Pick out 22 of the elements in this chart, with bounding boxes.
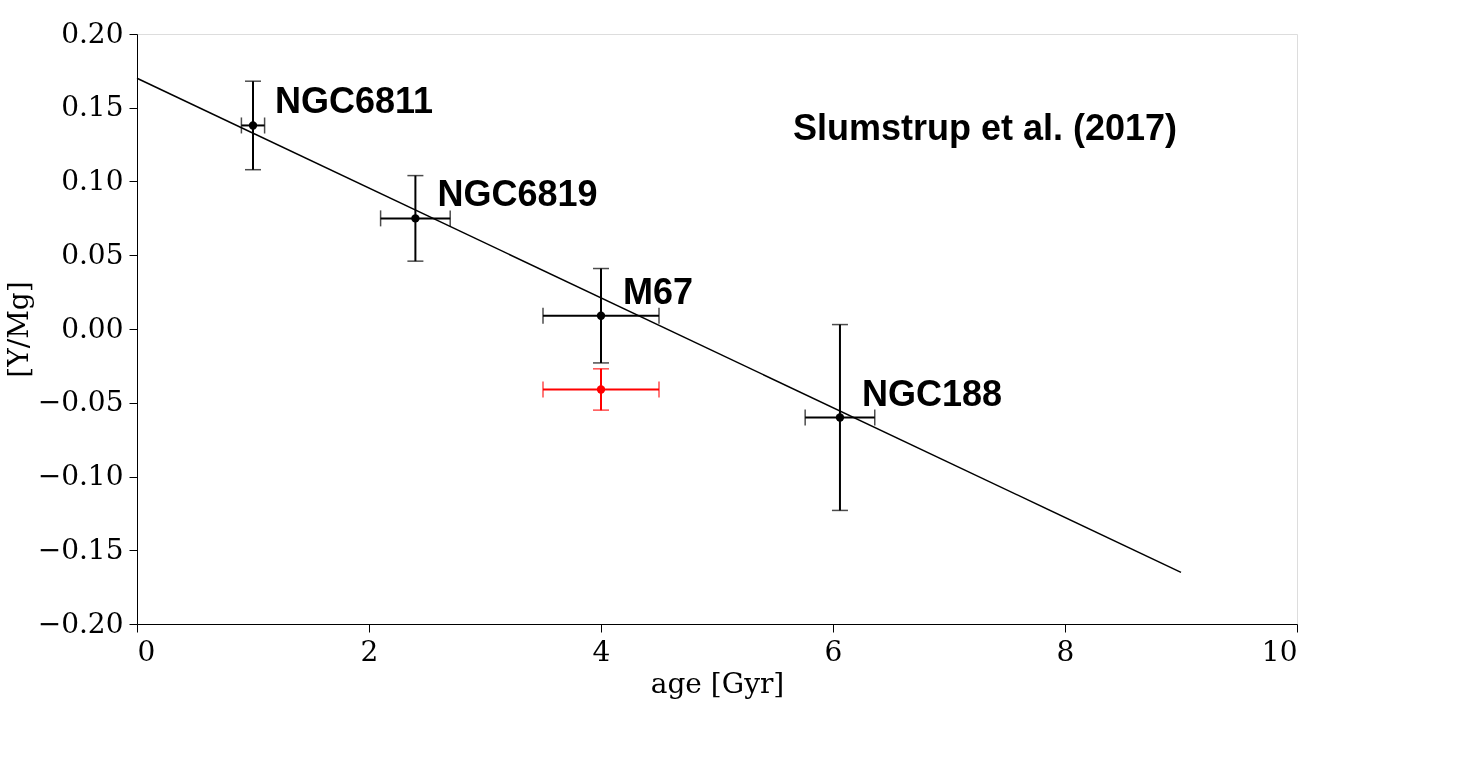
y-tick-label: 0.00 xyxy=(61,311,124,345)
x-tick-label: 0 xyxy=(137,634,156,668)
y-tick-label: 0.20 xyxy=(61,16,124,50)
annotation: NGC6819 xyxy=(437,173,598,215)
x-axis-title: age [Gyr] xyxy=(650,666,785,700)
x-tick-label: 10 xyxy=(1261,634,1298,668)
x-tick-label: 6 xyxy=(824,634,843,668)
y-tick-label: −0.20 xyxy=(37,606,124,640)
y-tick-label: 0.05 xyxy=(61,237,124,271)
annotation: M67 xyxy=(623,270,694,312)
y-tick-label: −0.10 xyxy=(37,459,124,492)
y-tick-label: −0.15 xyxy=(37,532,124,566)
x-tick-label: 8 xyxy=(1056,634,1075,668)
y-tick-label: −0.05 xyxy=(37,385,124,419)
x-tick-label: 4 xyxy=(592,634,611,668)
annotation: NGC6811 xyxy=(275,80,434,122)
y-tick-label: 0.15 xyxy=(61,90,124,124)
annotation: NGC188 xyxy=(861,372,1003,414)
x-tick-label: 2 xyxy=(360,634,379,668)
y-tick-label: 0.10 xyxy=(61,164,124,197)
annotation: Slumstrup et al. (2017) xyxy=(792,107,1177,148)
y-axis-title: [Y/Mg] xyxy=(1,281,35,378)
